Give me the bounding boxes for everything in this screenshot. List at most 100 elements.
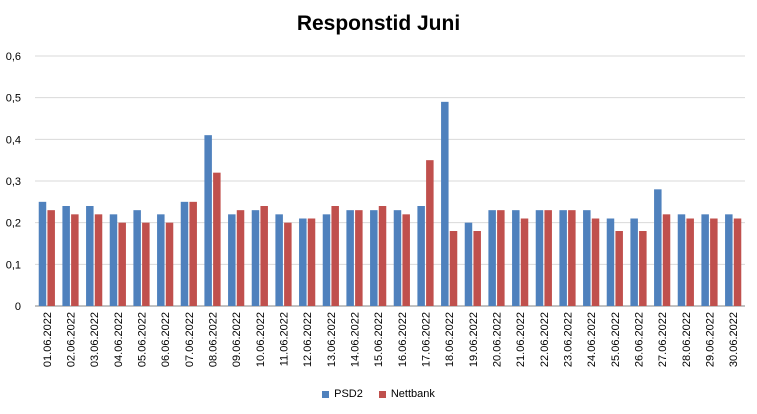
legend-swatch-nettbank xyxy=(378,390,386,398)
bar-nettbank-24 xyxy=(591,218,600,306)
x-tick-label: 01.06.2022 xyxy=(42,312,54,367)
x-tick-label: 28.06.2022 xyxy=(681,312,693,367)
x-tick-label: 27.06.2022 xyxy=(657,312,669,367)
bar-psd2-27 xyxy=(654,189,662,306)
x-tick-label: 11.06.2022 xyxy=(279,312,291,366)
bar-psd2-30 xyxy=(725,214,733,306)
bar-psd2-2 xyxy=(62,206,70,306)
x-tick-label: 05.06.2022 xyxy=(137,312,149,367)
x-tick-label: 06.06.2022 xyxy=(160,312,172,367)
x-tick-label: 21.06.2022 xyxy=(515,312,527,367)
bar-psd2-28 xyxy=(677,214,686,306)
bar-psd2-15 xyxy=(370,210,378,306)
x-axis: 01.06.2022 02.06.2022 03.06.2022 04.06.2022… xyxy=(42,312,740,367)
bar-nettbank-22 xyxy=(544,210,552,306)
bar-psd2-10 xyxy=(251,210,260,306)
y-tick-label: 0,5 xyxy=(6,93,21,105)
bar-nettbank-2 xyxy=(71,214,79,306)
x-tick-label: 23.06.2022 xyxy=(563,312,575,367)
x-tick-label: 30.06.2022 xyxy=(728,312,740,367)
bars xyxy=(38,101,742,306)
x-tick-label: 29.06.2022 xyxy=(705,312,717,367)
y-tick-label: 0,3 xyxy=(6,176,21,188)
bar-nettbank-26 xyxy=(639,231,647,306)
x-tick-label: 07.06.2022 xyxy=(184,312,196,367)
legend-item-psd2: PSD2 xyxy=(322,388,363,400)
bar-psd2-3 xyxy=(86,206,94,306)
bar-psd2-13 xyxy=(322,214,331,306)
bar-psd2-26 xyxy=(630,218,638,306)
bar-nettbank-11 xyxy=(284,222,292,306)
bar-nettbank-10 xyxy=(260,206,268,306)
x-tick-label: 09.06.2022 xyxy=(231,312,243,367)
bar-nettbank-28 xyxy=(686,218,694,306)
bar-nettbank-18 xyxy=(449,231,458,306)
y-tick-label: 0,4 xyxy=(6,134,21,146)
bar-nettbank-9 xyxy=(236,210,245,306)
bar-psd2-22 xyxy=(535,210,544,306)
bar-nettbank-4 xyxy=(118,222,126,306)
bar-psd2-8 xyxy=(204,135,212,306)
x-tick-label: 14.06.2022 xyxy=(350,312,362,367)
bar-nettbank-13 xyxy=(331,206,339,306)
legend-label-nettbank: Nettbank xyxy=(390,388,435,400)
bar-psd2-24 xyxy=(583,210,591,306)
y-tick-label: 0,1 xyxy=(6,259,21,271)
x-tick-label: 22.06.2022 xyxy=(539,312,551,367)
x-tick-label: 04.06.2022 xyxy=(113,312,125,367)
bar-nettbank-29 xyxy=(710,218,718,306)
bar-psd2-14 xyxy=(346,210,354,306)
bar-psd2-25 xyxy=(606,218,615,306)
x-tick-label: 13.06.2022 xyxy=(326,312,338,367)
bar-psd2-5 xyxy=(133,210,141,306)
legend-label-psd2: PSD2 xyxy=(334,388,363,400)
y-tick-label: 0 xyxy=(15,301,21,313)
bar-nettbank-19 xyxy=(473,231,481,306)
x-tick-label: 15.06.2022 xyxy=(373,312,385,367)
x-tick-label: 25.06.2022 xyxy=(610,312,622,367)
bar-nettbank-17 xyxy=(426,160,434,306)
x-tick-label: 24.06.2022 xyxy=(586,312,598,367)
x-tick-label: 12.06.2022 xyxy=(302,312,314,367)
bar-psd2-9 xyxy=(228,214,236,306)
x-tick-label: 08.06.2022 xyxy=(208,312,220,367)
bar-psd2-1 xyxy=(38,201,47,306)
bar-nettbank-16 xyxy=(402,214,410,306)
x-tick-label: 17.06.2022 xyxy=(421,312,433,367)
bar-psd2-29 xyxy=(701,214,709,306)
bar-nettbank-3 xyxy=(94,214,103,306)
x-tick-label: 19.06.2022 xyxy=(468,312,480,367)
bar-psd2-7 xyxy=(180,201,189,306)
bar-psd2-16 xyxy=(393,210,402,306)
legend-item-nettbank: Nettbank xyxy=(378,388,435,400)
bar-nettbank-14 xyxy=(355,210,363,306)
bar-psd2-12 xyxy=(299,218,307,306)
x-tick-label: 03.06.2022 xyxy=(89,312,101,367)
bar-nettbank-30 xyxy=(733,218,742,306)
bar-nettbank-15 xyxy=(378,206,387,306)
bar-psd2-18 xyxy=(441,101,449,306)
bar-psd2-23 xyxy=(559,210,567,306)
bar-psd2-6 xyxy=(157,214,165,306)
bar-psd2-21 xyxy=(512,210,520,306)
bar-nettbank-20 xyxy=(497,210,505,306)
bar-nettbank-27 xyxy=(662,214,671,306)
x-tick-label: 26.06.2022 xyxy=(634,312,646,367)
bar-nettbank-1 xyxy=(47,210,55,306)
bar-psd2-11 xyxy=(275,214,283,306)
bar-nettbank-25 xyxy=(615,231,623,306)
y-axis: 0 0,1 0,2 0,3 0,4 0,5 0,6 xyxy=(6,51,21,313)
bar-nettbank-12 xyxy=(307,218,316,306)
x-tick-label: 20.06.2022 xyxy=(492,312,504,367)
legend: PSD2 Nettbank xyxy=(0,388,757,400)
bar-psd2-20 xyxy=(488,210,496,306)
x-tick-label: 02.06.2022 xyxy=(66,312,78,367)
bar-nettbank-8 xyxy=(213,172,221,306)
bar-nettbank-23 xyxy=(568,210,576,306)
x-tick-label: 18.06.2022 xyxy=(444,312,456,367)
bar-nettbank-21 xyxy=(520,218,529,306)
bar-psd2-19 xyxy=(464,222,473,306)
bar-nettbank-5 xyxy=(142,222,150,306)
x-tick-label: 10.06.2022 xyxy=(255,312,267,367)
